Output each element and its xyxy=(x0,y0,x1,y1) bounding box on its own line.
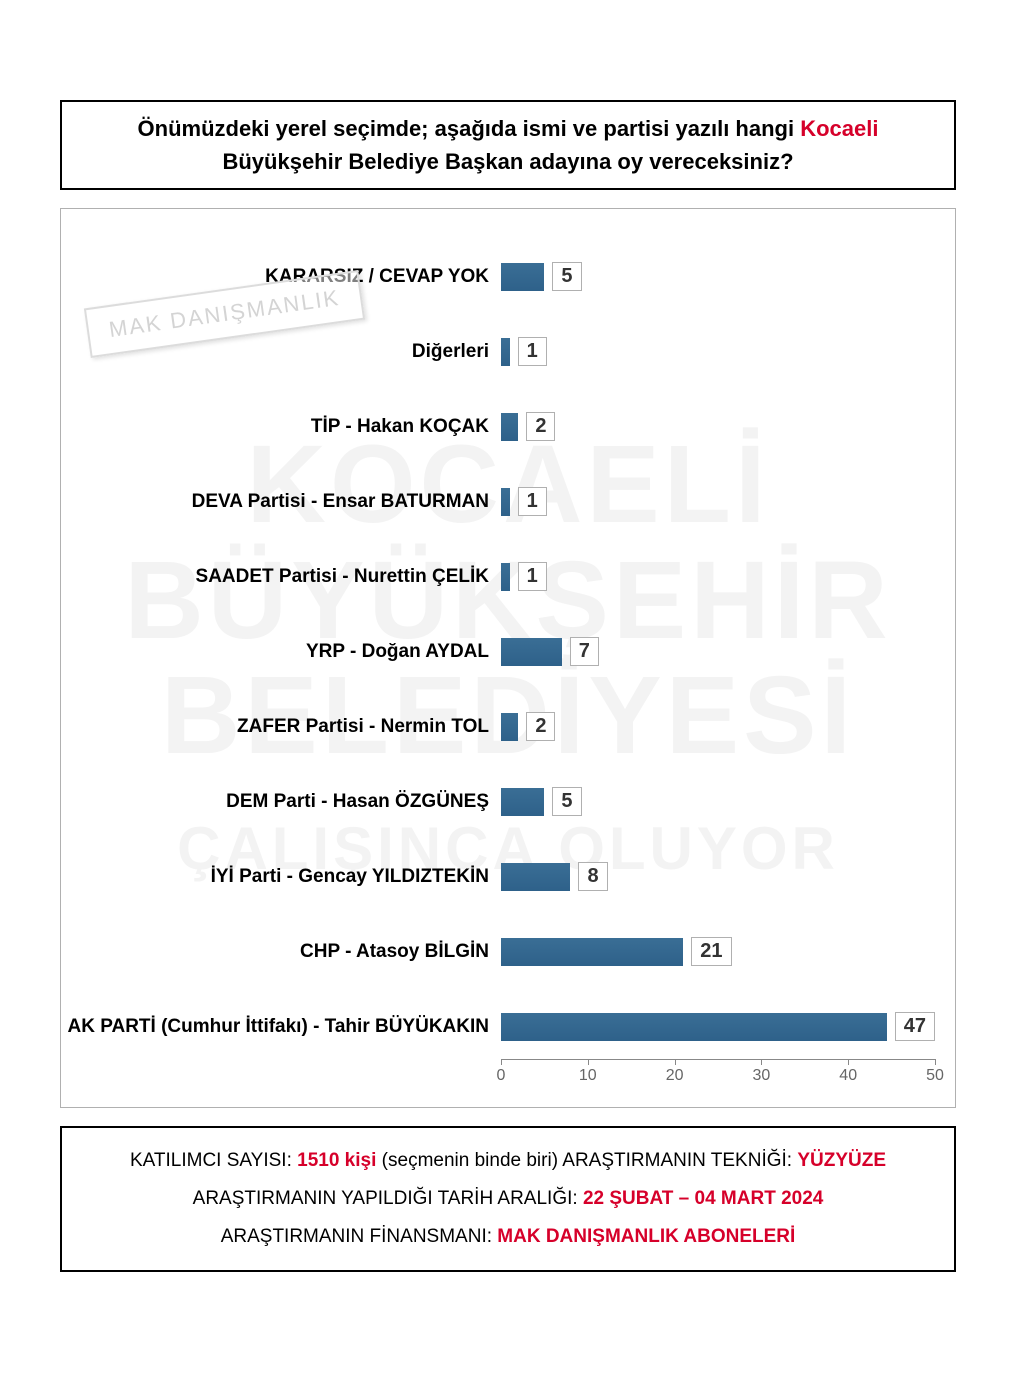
bar-track: 1 xyxy=(501,464,935,539)
bar-value: 47 xyxy=(895,1012,935,1041)
bar xyxy=(501,713,518,741)
bar-label: DEVA Partisi - Ensar BATURMAN xyxy=(61,490,501,514)
meta-row-2: ARAŞTIRMANIN YAPILDIĞI TARİH ARALIĞI: 22… xyxy=(82,1180,934,1218)
bar-row: CHP - Atasoy BİLGİN 21 xyxy=(61,914,935,989)
x-tick-label: 40 xyxy=(839,1067,857,1085)
x-tick-label: 0 xyxy=(497,1067,506,1085)
x-tick xyxy=(761,1059,762,1065)
x-tick xyxy=(935,1059,936,1065)
question-line1-pre: Önümüzdeki yerel seçimde; aşağıda ismi v… xyxy=(138,116,801,141)
bar xyxy=(501,1013,887,1041)
bar-label: YRP - Doğan AYDAL xyxy=(61,640,501,664)
chart-container: KOCAELİ BÜYÜKŞEHİR BELEDİYESİ ÇALIŞINCA … xyxy=(60,208,956,1108)
participants-value: 1510 kişi xyxy=(297,1150,376,1171)
participants-note: (seçmenin binde biri) xyxy=(376,1150,562,1171)
bar-value: 5 xyxy=(552,262,581,291)
bar-track: 47 xyxy=(501,989,935,1064)
bar xyxy=(501,488,510,516)
bar-value: 8 xyxy=(578,862,607,891)
meta-row-3: ARAŞTIRMANIN FİNANSMANI: MAK DANIŞMANLIK… xyxy=(82,1218,934,1256)
x-tick xyxy=(675,1059,676,1065)
poll-question: Önümüzdeki yerel seçimde; aşağıda ismi v… xyxy=(60,100,956,190)
x-tick-label: 10 xyxy=(579,1067,597,1085)
bar-row: TİP - Hakan KOÇAK 2 xyxy=(61,389,935,464)
x-tick xyxy=(501,1059,502,1065)
bar-track: 21 xyxy=(501,914,935,989)
bar-track: 2 xyxy=(501,689,935,764)
bar-label: ZAFER Partisi - Nermin TOL xyxy=(61,715,501,739)
bar-label: TİP - Hakan KOÇAK xyxy=(61,415,501,439)
bar-row: DEVA Partisi - Ensar BATURMAN 1 xyxy=(61,464,935,539)
bar-label: AK PARTİ (Cumhur İttifakı) - Tahir BÜYÜK… xyxy=(61,1015,501,1039)
bar-track: 1 xyxy=(501,539,935,614)
bar-track: 1 xyxy=(501,314,935,389)
bar-track: 8 xyxy=(501,839,935,914)
chart-plot: KARARSIZ / CEVAP YOK5Diğerleri1TİP - Hak… xyxy=(61,239,935,1057)
date-label: ARAŞTIRMANIN YAPILDIĞI TARİH ARALIĞI: xyxy=(193,1188,583,1209)
bar-value: 2 xyxy=(526,712,555,741)
bar xyxy=(501,338,510,366)
meta-row-1: KATILIMCI SAYISI: 1510 kişi (seçmenin bi… xyxy=(82,1142,934,1180)
bar-row: SAADET Partisi - Nurettin ÇELİK 1 xyxy=(61,539,935,614)
bar-label: CHP - Atasoy BİLGİN xyxy=(61,940,501,964)
bar-row: YRP - Doğan AYDAL 7 xyxy=(61,614,935,689)
bar xyxy=(501,638,562,666)
bar xyxy=(501,263,544,291)
bar-row: DEM Parti - Hasan ÖZGÜNEŞ 5 xyxy=(61,764,935,839)
x-tick xyxy=(588,1059,589,1065)
bar-row: ZAFER Partisi - Nermin TOL 2 xyxy=(61,689,935,764)
bar xyxy=(501,563,510,591)
bar xyxy=(501,863,570,891)
date-value: 22 ŞUBAT – 04 MART 2024 xyxy=(583,1188,823,1209)
bar xyxy=(501,938,683,966)
x-tick-label: 30 xyxy=(752,1067,770,1085)
x-tick xyxy=(848,1059,849,1065)
bar-value: 1 xyxy=(518,487,547,516)
x-axis: 01020304050 xyxy=(501,1059,935,1089)
bar-value: 1 xyxy=(518,337,547,366)
technique-value: YÜZYÜZE xyxy=(797,1150,886,1171)
bar xyxy=(501,413,518,441)
bar-value: 2 xyxy=(526,412,555,441)
bar-track: 2 xyxy=(501,389,935,464)
bar-row: AK PARTİ (Cumhur İttifakı) - Tahir BÜYÜK… xyxy=(61,989,935,1064)
question-highlight: Kocaeli xyxy=(800,116,878,141)
x-tick-label: 50 xyxy=(926,1067,944,1085)
survey-meta: KATILIMCI SAYISI: 1510 kişi (seçmenin bi… xyxy=(60,1126,956,1272)
bar-track: 7 xyxy=(501,614,935,689)
bar xyxy=(501,788,544,816)
question-line2: Büyükşehir Belediye Başkan adayına oy ve… xyxy=(222,149,793,174)
bar-label: İYİ Parti - Gencay YILDIZTEKİN xyxy=(61,865,501,889)
bar-track: 5 xyxy=(501,764,935,839)
bar-value: 21 xyxy=(691,937,731,966)
technique-label: ARAŞTIRMANIN TEKNİĞİ: xyxy=(562,1150,797,1171)
bar-value: 1 xyxy=(518,562,547,591)
x-tick-label: 20 xyxy=(666,1067,684,1085)
bar-value: 7 xyxy=(570,637,599,666)
bar-row: İYİ Parti - Gencay YILDIZTEKİN 8 xyxy=(61,839,935,914)
bar-value: 5 xyxy=(552,787,581,816)
participants-label: KATILIMCI SAYISI: xyxy=(130,1150,297,1171)
bar-label: DEM Parti - Hasan ÖZGÜNEŞ xyxy=(61,790,501,814)
bar-label: SAADET Partisi - Nurettin ÇELİK xyxy=(61,565,501,589)
finance-value: MAK DANIŞMANLIK ABONELERİ xyxy=(497,1226,795,1247)
x-axis-line xyxy=(501,1059,935,1060)
finance-label: ARAŞTIRMANIN FİNANSMANI: xyxy=(221,1226,498,1247)
bar-track: 5 xyxy=(501,239,935,314)
